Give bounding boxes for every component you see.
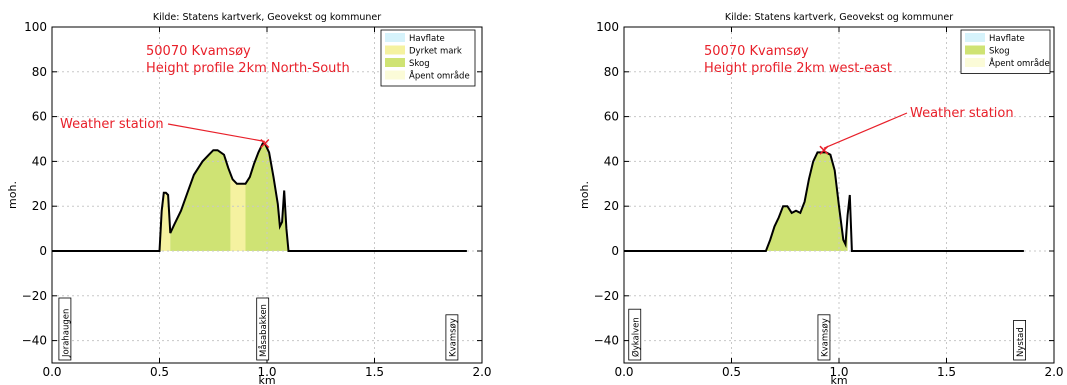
- legend-label: Åpent område: [409, 70, 470, 82]
- legend-label: Dyrket mark: [409, 47, 462, 57]
- height-profile-line: [52, 142, 467, 252]
- chart-title-line-1: 50070 Kvamsøy: [146, 44, 251, 59]
- x-tick-label: 1.0: [829, 365, 848, 379]
- x-tick-label: 0.5: [150, 365, 169, 379]
- place-label-text: Måsabakken: [258, 304, 269, 357]
- y-axis-label: moh.: [6, 181, 19, 209]
- source-text: Kilde: Statens kartverk, Geovekst og kom…: [153, 12, 381, 23]
- place-label-2: Kvamsøy: [817, 314, 831, 361]
- legend-swatch: [385, 45, 405, 55]
- legend-swatch: [965, 45, 985, 55]
- weather-station-pointer: [823, 112, 908, 149]
- chart-panel-2: Kilde: Statens kartverk, Geovekst og kom…: [578, 12, 1064, 385]
- weather-station-pointer: [167, 123, 265, 143]
- chart-title-line-2: Height profile 2km west-east: [704, 61, 892, 76]
- x-axis-label: km: [830, 374, 847, 385]
- place-label-1: Jorahaugen: [58, 297, 72, 361]
- x-tick-label: 1.5: [937, 365, 956, 379]
- y-tick-label: 20: [32, 199, 47, 213]
- y-tick-label: −20: [594, 289, 619, 303]
- place-label-3: Kvamsøy: [445, 314, 459, 361]
- place-label-text: Jorahaugen: [61, 309, 71, 358]
- chart-panel-1: Kilde: Statens kartverk, Geovekst og kom…: [6, 12, 492, 385]
- place-label-text: Kvamsøy: [448, 318, 458, 357]
- y-tick-label: 40: [604, 154, 619, 168]
- y-tick-label: 0: [611, 244, 619, 258]
- place-label-text: Kvamsøy: [820, 318, 830, 357]
- weather-station-label: Weather station: [60, 117, 164, 132]
- legend-label: Havflate: [989, 34, 1025, 44]
- legend-label: Skog: [989, 47, 1010, 57]
- height-profile-line: [624, 151, 1024, 252]
- x-tick-label: 1.5: [365, 365, 384, 379]
- place-label-2: Måsabakken: [256, 297, 270, 361]
- place-label-3: Nystad: [1013, 320, 1026, 361]
- place-label-box: [628, 308, 642, 361]
- legend-label: Havflate: [409, 34, 445, 44]
- place-label-text: Øykalven: [630, 317, 641, 357]
- chart-title-line-2: Height profile 2km North-South: [146, 61, 350, 76]
- land-cover-skog-0: [765, 152, 848, 251]
- weather-station-marker: [260, 138, 270, 149]
- y-tick-label: 40: [32, 154, 47, 168]
- place-label-box: [256, 297, 270, 361]
- y-tick-label: 100: [24, 20, 47, 34]
- legend-swatch: [965, 33, 985, 42]
- x-tick-label: 1.0: [257, 365, 276, 379]
- source-text: Kilde: Statens kartverk, Geovekst og kom…: [725, 12, 953, 23]
- y-tick-label: 0: [39, 244, 47, 258]
- legend-swatch: [385, 33, 405, 42]
- y-tick-label: −40: [594, 334, 619, 348]
- y-tick-label: 100: [596, 20, 619, 34]
- place-label-text: Nystad: [1016, 327, 1026, 357]
- y-tick-label: 80: [32, 65, 47, 79]
- y-tick-label: 60: [604, 110, 619, 124]
- x-tick-label: 2.0: [1044, 365, 1063, 379]
- place-label-box: [817, 314, 831, 361]
- y-tick-label: −40: [22, 334, 47, 348]
- y-tick-label: 20: [604, 199, 619, 213]
- place-label-box: [58, 297, 72, 361]
- legend-swatch: [965, 58, 985, 67]
- x-tick-label: 0.5: [722, 365, 741, 379]
- chart-title-line-1: 50070 Kvamsøy: [704, 44, 809, 59]
- legend-swatch: [385, 58, 405, 67]
- x-tick-label: 0.0: [614, 365, 633, 379]
- x-tick-label: 0.0: [42, 365, 61, 379]
- weather-station-label: Weather station: [910, 106, 1014, 121]
- plot-frame: [623, 26, 1055, 364]
- land-cover-skog-1: [170, 150, 231, 251]
- x-tick-label: 2.0: [472, 365, 491, 379]
- plot-frame: [51, 26, 483, 364]
- y-tick-label: −20: [22, 289, 47, 303]
- legend-label: Åpent område: [989, 57, 1050, 69]
- y-tick-label: 60: [32, 110, 47, 124]
- place-label-1: Øykalven: [628, 308, 642, 361]
- legend-label: Skog: [409, 59, 430, 69]
- y-tick-label: 80: [604, 65, 619, 79]
- place-label-box: [445, 314, 459, 361]
- y-axis-label: moh.: [578, 181, 591, 209]
- place-label-box: [1013, 320, 1026, 361]
- legend-swatch: [385, 70, 405, 80]
- x-axis-label: km: [258, 374, 275, 385]
- land-cover-dyrket-mark-2: [230, 173, 246, 251]
